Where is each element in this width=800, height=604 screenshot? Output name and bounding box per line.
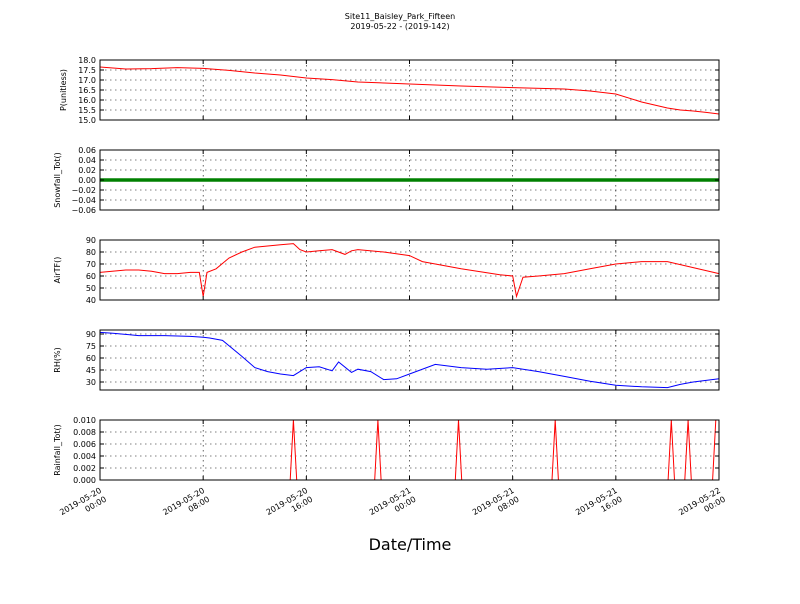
y-tick-label: 30 — [86, 378, 96, 387]
y-tick-label: 70 — [86, 260, 96, 269]
y-tick-label: 80 — [86, 248, 96, 257]
y-axis-label: RH(%) — [53, 347, 62, 372]
panel-4: 30 45 60 75 90 RH(%) — [53, 329, 720, 391]
y-tick-label: 15.5 — [78, 106, 96, 115]
y-tick-label: −0.02 — [71, 186, 96, 195]
panel-3: 40 50 60 70 80 90 AirTF() — [53, 236, 720, 305]
y-tick-label: 17.0 — [78, 76, 96, 85]
y-tick-label: 18.0 — [78, 56, 96, 65]
y-tick-label: 0.06 — [78, 146, 96, 155]
y-tick-label: 45 — [86, 366, 96, 375]
series-line — [99, 243, 720, 299]
y-tick-label: 90 — [86, 236, 96, 245]
panels: 15.015.516.016.517.017.518.0 P(unitless) −… — [53, 56, 727, 526]
y-tick-label: 60 — [86, 272, 96, 281]
y-tick-label: 0.006 — [73, 440, 96, 449]
series-line — [99, 66, 720, 115]
chart-title: Site11_Baisley_Park_Fifteen — [345, 12, 455, 21]
y-tick-label: 90 — [86, 330, 96, 339]
panel-5: 0.000 0.002 0.004 0.006 0.008 0.010 Rainfall_T… — [53, 416, 720, 485]
y-tick-label: 0.002 — [73, 464, 96, 473]
y-axis-label: P(unitless) — [59, 69, 68, 111]
x-tick-label: 2019-05-2000:00 — [58, 486, 108, 526]
y-axis-label: AirTF() — [53, 257, 62, 284]
x-tick-label: 2019-05-2100:00 — [368, 486, 418, 526]
y-tick-label: 50 — [86, 284, 96, 293]
y-tick-label: 0.000 — [73, 476, 96, 485]
y-tick-label: 0.04 — [78, 156, 96, 165]
y-tick-label: −0.06 — [71, 206, 96, 215]
chart-subtitle: 2019-05-22 - (2019-142) — [350, 22, 449, 31]
x-tick-label: 2019-05-2008:00 — [161, 486, 211, 526]
y-tick-label: 0.008 — [73, 428, 96, 437]
y-tick-label: 15.0 — [78, 116, 96, 125]
y-tick-label: 0.004 — [73, 452, 96, 461]
x-tick-labels: 2019-05-2000:00 2019-05-2008:00 2019-05-20… — [58, 486, 727, 526]
y-axis-label: Rainfall_Tot() — [53, 424, 62, 476]
y-tick-label: 0.010 — [73, 416, 96, 425]
x-tick-label: 2019-05-2108:00 — [471, 486, 521, 526]
x-axis-label: Date/Time — [369, 535, 452, 554]
y-tick-label: 16.5 — [78, 86, 96, 95]
x-tick-label: 2019-05-2116:00 — [574, 486, 624, 526]
x-tick-label: 2019-05-2200:00 — [677, 486, 727, 526]
panel-2: −0.06−0.04−0.020.000.020.040.06 Snowfall_… — [53, 146, 720, 215]
y-tick-label: 16.0 — [78, 96, 96, 105]
y-axis-label: Snowfall_Tot() — [53, 152, 62, 208]
series-line — [99, 331, 720, 389]
y-tick-label: 60 — [86, 354, 96, 363]
y-tick-label: 17.5 — [78, 66, 96, 75]
y-tick-label: −0.04 — [71, 196, 96, 205]
panel-1: 15.015.516.016.517.017.518.0 P(unitless) — [59, 56, 720, 125]
y-tick-label: 75 — [86, 342, 96, 351]
x-tick-label: 2019-05-2016:00 — [265, 486, 315, 526]
y-tick-label: 0.00 — [78, 176, 96, 185]
y-tick-label: 40 — [86, 296, 96, 305]
y-tick-label: 0.02 — [78, 166, 96, 175]
